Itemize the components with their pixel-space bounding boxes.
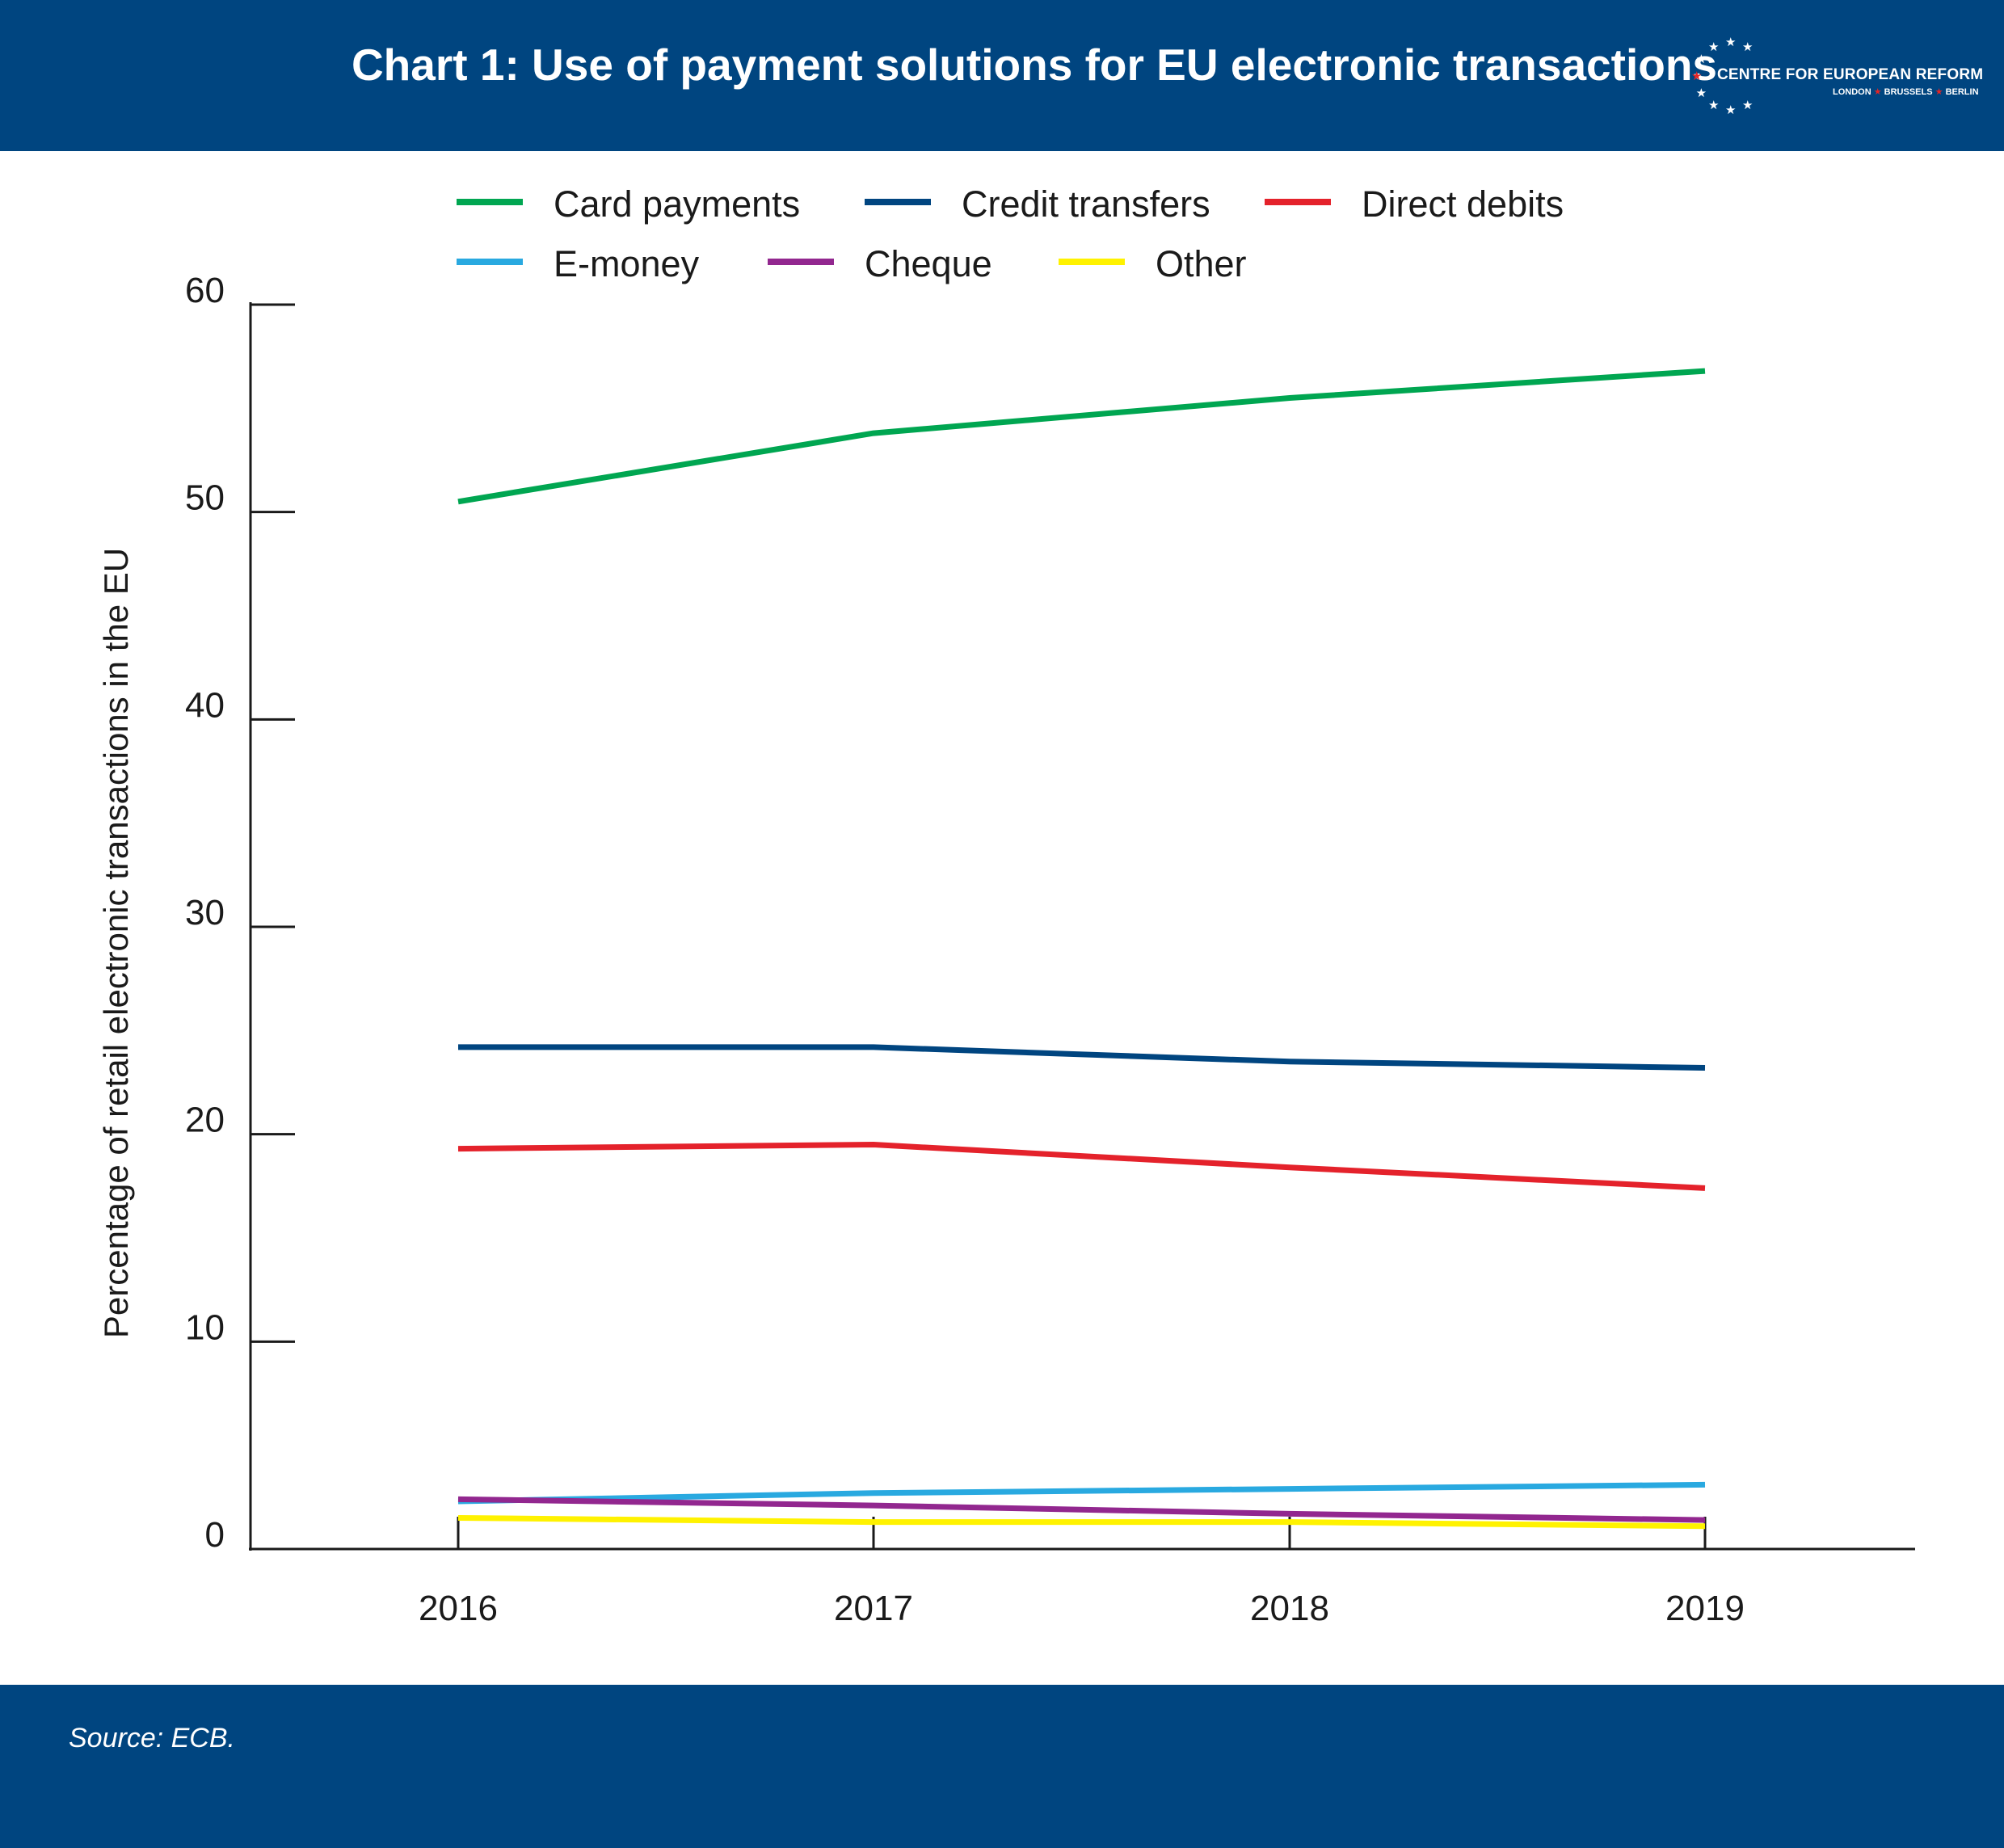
series-line-e-money xyxy=(457,1481,1706,1505)
source-note: Source: ECB. xyxy=(69,1723,235,1753)
legend-label: Cheque xyxy=(865,243,992,284)
logo-star-icon: ★ xyxy=(1695,86,1707,100)
legend-label: E-money xyxy=(554,243,700,284)
legend-item: Cheque xyxy=(768,243,992,284)
y-tick-label: 0 xyxy=(205,1515,225,1555)
series-line-cheque xyxy=(457,1496,1706,1523)
legend-item: Card payments xyxy=(457,183,800,225)
logo-star-icon: ★ xyxy=(1695,53,1707,66)
logo-cities: LONDON ★ BRUSSELS ★ BERLIN xyxy=(1833,86,1979,97)
logo-star-icon: ★ xyxy=(1725,103,1737,117)
legend-label: Credit transfers xyxy=(962,183,1210,225)
logo-separator-1: ★ xyxy=(1873,87,1882,97)
logo-star-icon: ★ xyxy=(1742,99,1754,113)
y-tick-label: 30 xyxy=(185,893,225,932)
x-tick-label: 2018 xyxy=(1250,1589,1329,1628)
logo-name: CENTRE FOR EUROPEAN REFORM xyxy=(1717,66,1984,83)
footer-band xyxy=(0,1685,2004,1848)
logo-star-icon: ★ xyxy=(1691,69,1703,83)
x-tick-label: 2016 xyxy=(419,1589,498,1628)
series-line-other xyxy=(457,1515,1706,1530)
legend-label: Other xyxy=(1156,243,1247,284)
x-tick-label: 2017 xyxy=(834,1589,913,1628)
legend-item: Credit transfers xyxy=(865,183,1210,225)
legend-label: Card payments xyxy=(554,183,800,225)
logo-star-icon: ★ xyxy=(1725,36,1737,49)
logo-star-icon: ★ xyxy=(1742,40,1754,54)
axes: 0 10 20 30 40 50 60 2016 2017 2018 2019 xyxy=(185,271,1915,1628)
header-band: Chart 1: Use of payment solutions for EU… xyxy=(0,0,2004,151)
y-tick-label: 40 xyxy=(185,685,225,725)
logo-city-berlin: BERLIN xyxy=(1945,87,1979,97)
logo-separator-2: ★ xyxy=(1935,87,1943,97)
legend: Card payments Credit transfers Direct debi… xyxy=(457,183,1564,284)
chart-title: Chart 1: Use of payment solutions for EU… xyxy=(351,40,1718,90)
legend-item: Other xyxy=(1059,243,1247,284)
series-line-card-payments xyxy=(457,368,1706,505)
legend-item: E-money xyxy=(457,243,700,284)
logo-city-brussels: BRUSSELS xyxy=(1884,87,1933,97)
y-tick-label: 20 xyxy=(185,1101,225,1140)
legend-label: Direct debits xyxy=(1362,183,1564,225)
line-chart: Card payments Credit transfers Direct debi… xyxy=(97,183,1915,1628)
series-lines xyxy=(457,368,1706,1530)
cer-logo: ★ ★ ★ ★ ★ ★ ★ ★ ★ CENTRE FOR EUROPEAN REFORM LON… xyxy=(1689,28,1984,125)
series-line-credit-transfers xyxy=(458,1044,1706,1071)
y-tick-label: 60 xyxy=(185,271,225,310)
logo-star-icon: ★ xyxy=(1708,99,1720,113)
logo-city-london: LONDON xyxy=(1833,87,1871,97)
y-axis-title: Percentage of retail electronic transact… xyxy=(97,548,135,1338)
y-tick-label: 50 xyxy=(185,478,225,518)
legend-item: Direct debits xyxy=(1265,183,1564,225)
x-tick-label: 2019 xyxy=(1665,1589,1745,1628)
series-line-direct-debits xyxy=(457,1142,1706,1191)
logo-star-icon: ★ xyxy=(1708,40,1720,54)
y-tick-label: 10 xyxy=(185,1307,225,1347)
